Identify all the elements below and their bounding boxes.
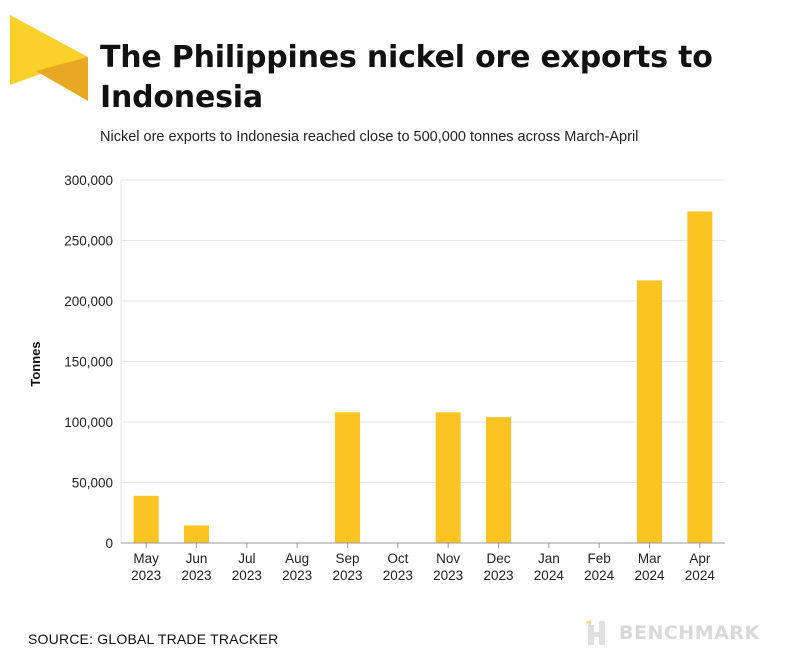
x-tick-label-month: Jan: [538, 551, 560, 566]
x-tick-label-month: Dec: [486, 551, 510, 566]
bar: [335, 412, 360, 543]
gridlines: [121, 179, 725, 483]
bar: [687, 211, 713, 543]
x-tick-label-month: Jun: [186, 551, 208, 566]
x-tick-label-year: 2024: [685, 568, 716, 583]
benchmark-brand-icon: [585, 620, 605, 645]
benchmark-brand-text: BENCHMARK: [619, 622, 760, 644]
x-tick-label-month: Mar: [638, 551, 662, 566]
x-tick-label-year: 2023: [332, 568, 362, 583]
bar-chart: 0 50,000 100,000 150,000 200,000 250,000 300,0…: [28, 173, 725, 583]
bar: [435, 412, 461, 543]
y-tick-label: 50,000: [72, 476, 113, 491]
x-tick-label-month: Nov: [436, 551, 460, 566]
x-tick-label-month: May: [133, 551, 159, 566]
bar: [637, 280, 662, 543]
x-tick-label-month: Jul: [238, 551, 255, 566]
x-tick-label-year: 2023: [232, 568, 262, 583]
y-tick-label: 150,000: [64, 355, 113, 370]
y-tick-label: 200,000: [64, 294, 113, 309]
x-tick-label-month: Feb: [588, 551, 611, 566]
x-tick-label-year: 2023: [483, 568, 513, 583]
chart-subtitle: Nickel ore exports to Indonesia reached …: [100, 129, 639, 145]
chart-title: The Philippines nickel ore exports to In…: [100, 40, 713, 115]
y-tick-label: 100,000: [64, 415, 113, 430]
y-tick-labels: 0 50,000 100,000 150,000 200,000 250,000 300,0…: [64, 173, 113, 551]
y-tick-label: 250,000: [64, 234, 113, 249]
bar: [486, 417, 511, 543]
x-tick-label-year: 2024: [634, 568, 665, 583]
x-tick-label-year: 2024: [584, 568, 615, 583]
x-tick-label-month: Apr: [689, 551, 711, 566]
source-note: SOURCE: GLOBAL TRADE TRACKER: [28, 631, 279, 647]
x-tick-label-year: 2024: [534, 568, 565, 583]
x-tick-label-year: 2023: [131, 568, 161, 583]
x-tick-label-year: 2023: [433, 568, 463, 583]
y-axis-title: Tonnes: [28, 341, 43, 386]
x-tick-label-year: 2023: [282, 568, 312, 583]
y-tick-label: 0: [105, 536, 113, 551]
y-tick-label: 300,000: [64, 173, 113, 188]
benchmark-brand: BENCHMARK: [585, 620, 760, 646]
x-tick-label-month: Oct: [387, 551, 408, 566]
x-tick-labels: May 2023 Jun 2023 Jul 2023 Aug 2023 Sep 2023 Oct 20…: [131, 551, 715, 583]
x-axis: [120, 180, 725, 548]
bar: [133, 495, 159, 543]
benchmark-logo-mark: [10, 15, 88, 101]
x-tick-label-month: Sep: [335, 551, 359, 566]
x-tick-label-month: Aug: [285, 551, 309, 566]
bar: [184, 525, 209, 543]
x-tick-label-year: 2023: [383, 568, 413, 583]
x-tick-label-year: 2023: [181, 568, 211, 583]
bars: [133, 211, 713, 543]
